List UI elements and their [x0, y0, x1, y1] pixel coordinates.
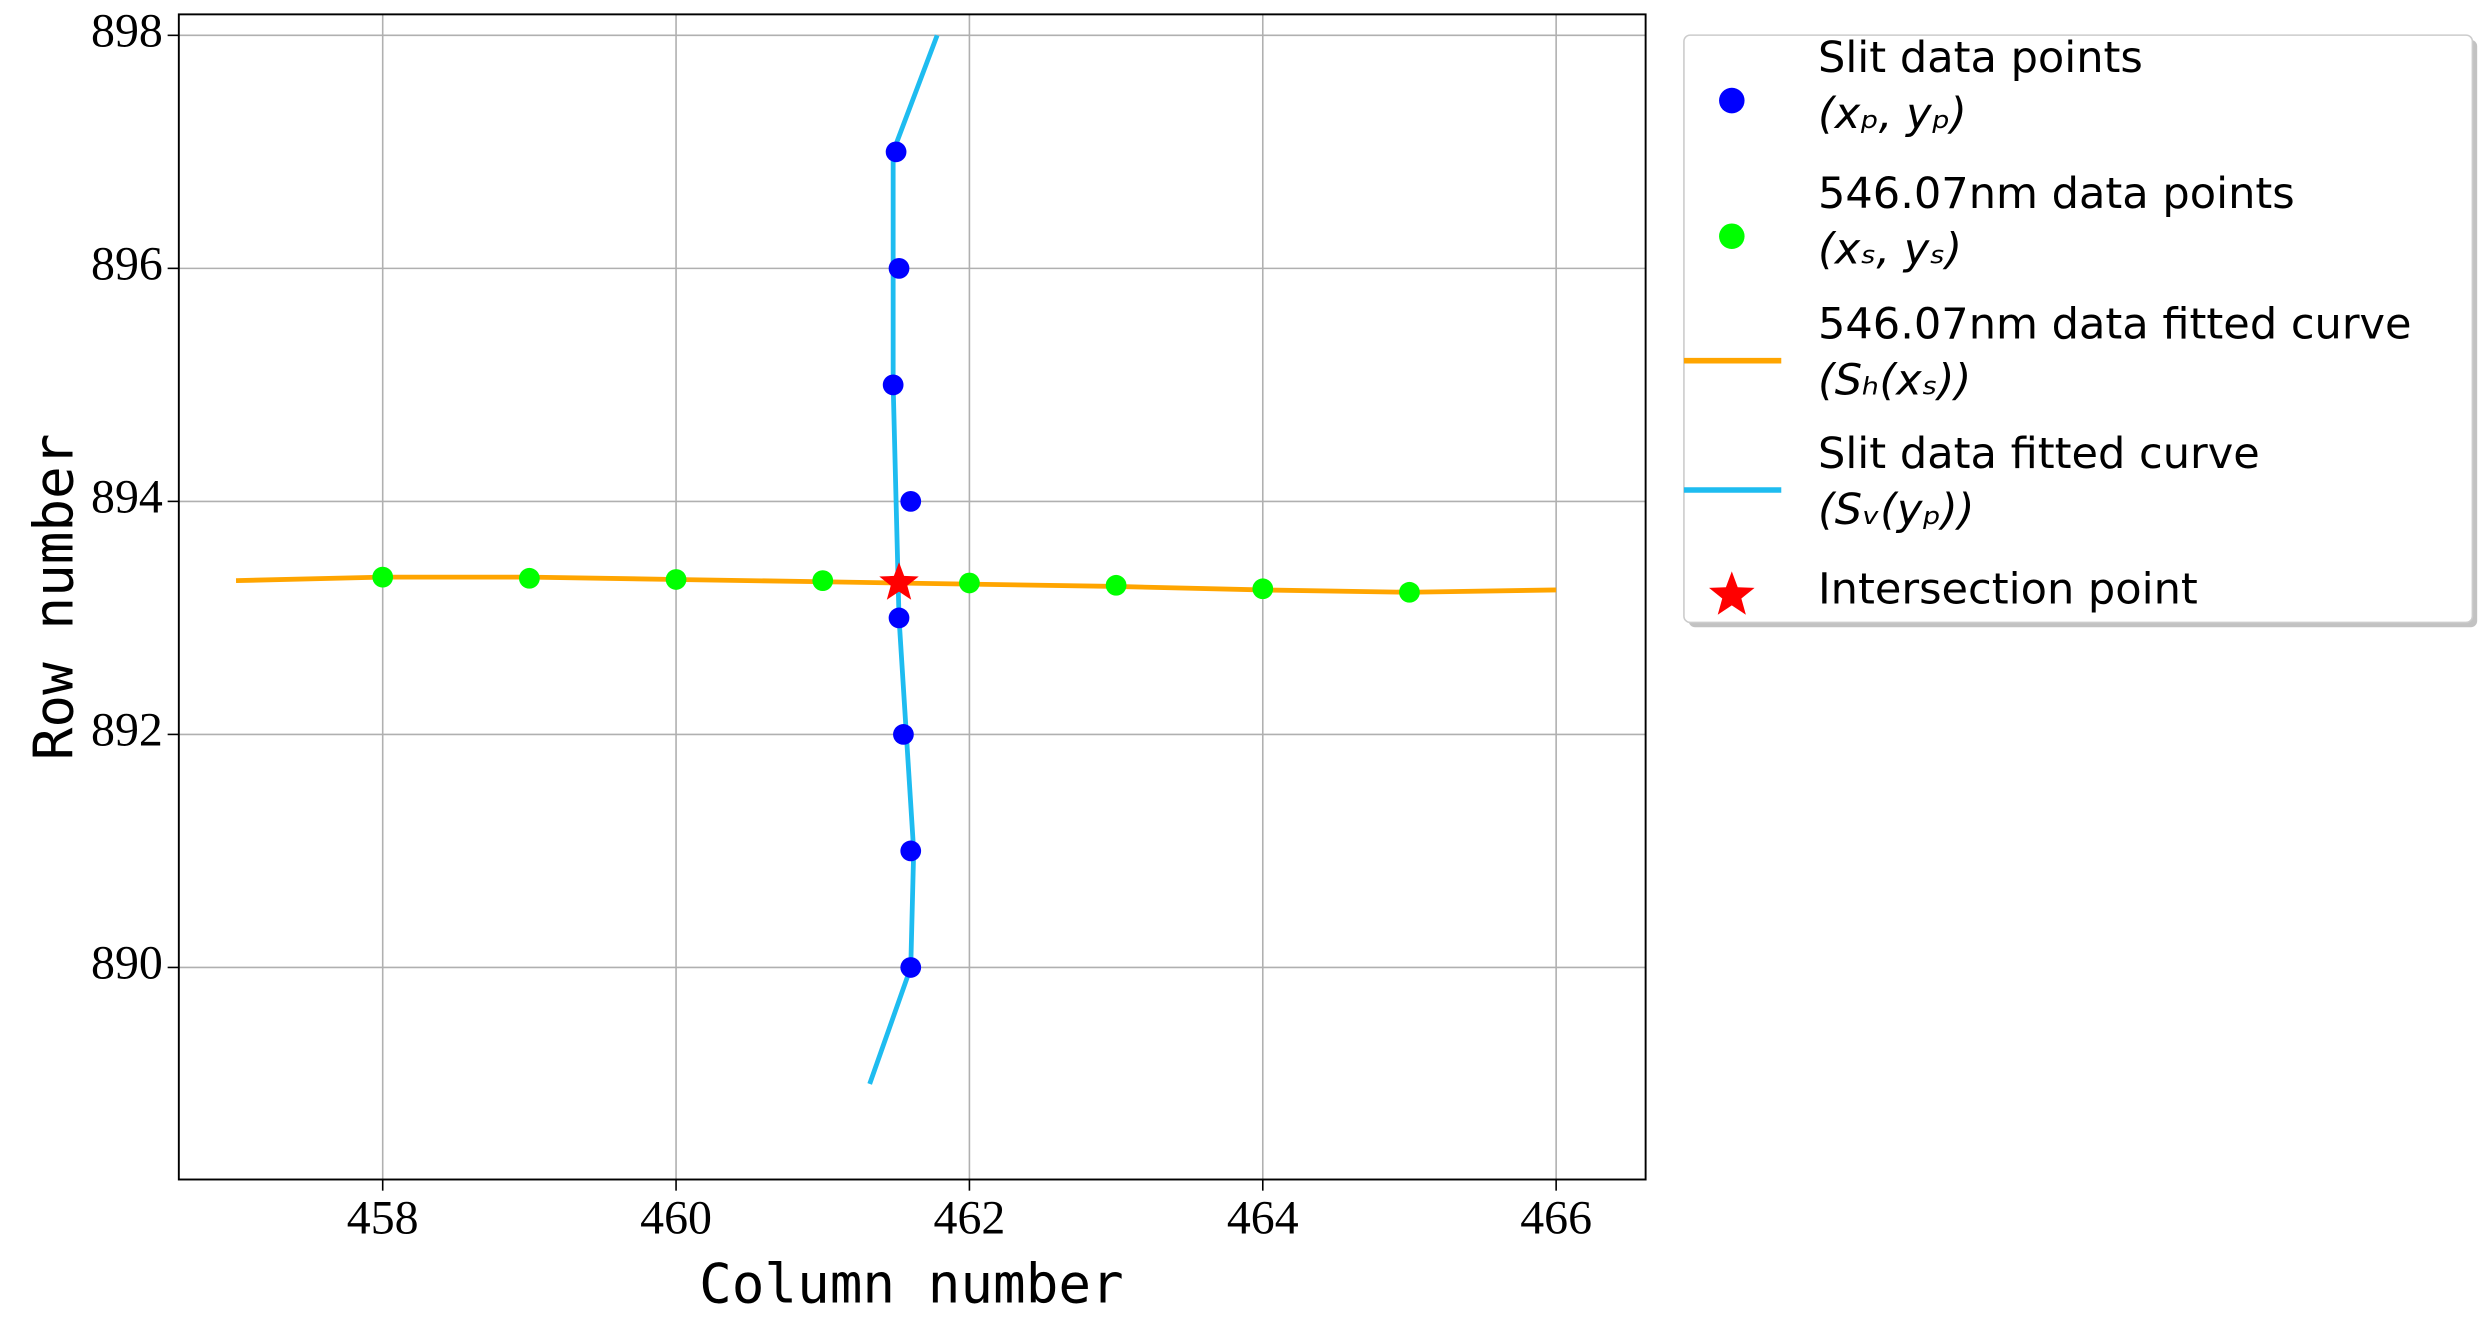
data-point [1399, 581, 1420, 603]
legend-label: (Sᵥ(yₚ)) [1818, 485, 1974, 535]
legend-label: 546.07nm data points [1818, 169, 2295, 219]
data-point [665, 569, 687, 590]
legend-label: Slit data points [1818, 33, 2143, 83]
legend-label: (xₛ, yₛ) [1818, 225, 1962, 275]
data-point [900, 840, 922, 862]
data-point [959, 572, 980, 594]
legend-marker [1719, 87, 1745, 114]
legend-marker [1719, 223, 1745, 249]
data-point [888, 607, 910, 629]
x-tick-label: 464 [1227, 1192, 1299, 1245]
y-tick-label: 892 [91, 703, 163, 756]
x-axis-label: Column number [699, 1252, 1124, 1315]
data-point [519, 567, 540, 589]
y-tick-label: 890 [91, 936, 163, 989]
legend-label: (Sₕ(xₛ)) [1818, 356, 1971, 406]
data-point [888, 257, 910, 279]
y-tick-label: 894 [91, 470, 163, 523]
legend-label: Intersection point [1818, 565, 2198, 615]
x-tick-label: 458 [347, 1192, 419, 1245]
axes-frame [177, 13, 1647, 1181]
y-axis-label: Row number [23, 434, 86, 761]
x-tick-label: 460 [640, 1192, 712, 1245]
data-point [1105, 574, 1127, 596]
data-point [885, 141, 907, 163]
legend-label: (xₚ, yₚ) [1818, 89, 1967, 139]
legend-label: Slit data fitted curve [1818, 429, 2260, 479]
legend-label: 546.07nm data fitted curve [1818, 300, 2412, 350]
x-tick-label: 466 [1520, 1192, 1592, 1245]
data-point [882, 374, 904, 396]
x-tick-label: 462 [934, 1192, 1006, 1245]
data-point [372, 566, 394, 588]
y-tick-label: 896 [91, 237, 163, 290]
data-point [812, 570, 834, 591]
data-point [900, 957, 922, 978]
data-point [1252, 578, 1274, 600]
legend-star [1709, 571, 1755, 615]
fitted-curve [867, 34, 940, 1085]
y-tick-label: 898 [91, 4, 163, 57]
legend-box [1683, 34, 2474, 624]
intersection-star [879, 562, 919, 600]
data-point [893, 724, 914, 745]
data-point [900, 491, 922, 512]
